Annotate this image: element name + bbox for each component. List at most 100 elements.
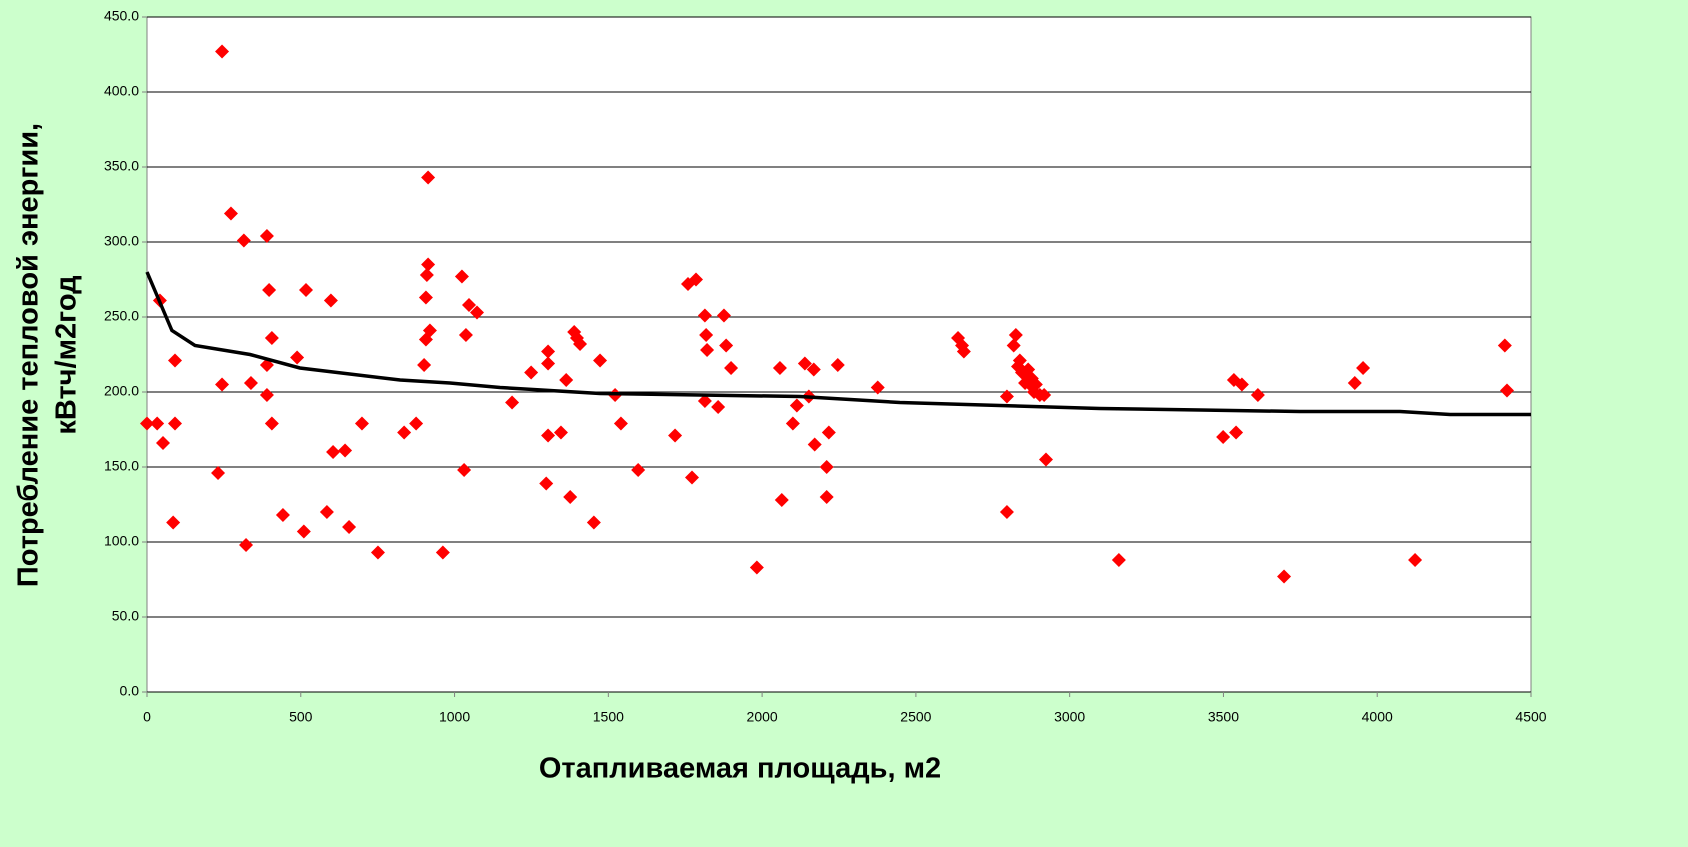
marker bbox=[697, 394, 712, 408]
marker bbox=[1234, 377, 1249, 392]
marker bbox=[418, 290, 433, 305]
marker bbox=[155, 436, 170, 450]
marker bbox=[1356, 361, 1371, 375]
x-tick-label: 3500 bbox=[1208, 709, 1239, 725]
marker bbox=[573, 337, 588, 351]
marker bbox=[505, 395, 520, 410]
y-tick-label: 250.0 bbox=[104, 308, 139, 324]
marker bbox=[299, 283, 314, 297]
marker bbox=[1038, 452, 1053, 467]
x-tick-label: 3000 bbox=[1054, 709, 1085, 725]
marker bbox=[821, 425, 836, 440]
marker bbox=[470, 305, 485, 320]
marker bbox=[613, 416, 628, 431]
marker bbox=[290, 350, 305, 365]
marker bbox=[699, 328, 714, 342]
marker bbox=[211, 466, 226, 480]
marker bbox=[422, 323, 437, 338]
marker bbox=[421, 170, 436, 185]
y-tick-label: 450.0 bbox=[104, 8, 139, 24]
y-tick-label: 350.0 bbox=[104, 158, 139, 174]
y-tick-label: 150.0 bbox=[104, 458, 139, 474]
marker bbox=[1500, 383, 1515, 398]
marker bbox=[719, 338, 734, 353]
y-tick-label: 300.0 bbox=[104, 233, 139, 249]
marker bbox=[774, 493, 789, 507]
marker bbox=[1250, 388, 1265, 402]
marker bbox=[1028, 377, 1043, 392]
marker bbox=[559, 373, 574, 387]
marker bbox=[749, 560, 764, 575]
marker bbox=[1497, 338, 1512, 353]
marker bbox=[275, 508, 290, 522]
y-tick-label: 400.0 bbox=[104, 83, 139, 99]
marker bbox=[1014, 365, 1029, 380]
marker bbox=[716, 308, 731, 323]
marker bbox=[243, 376, 258, 390]
marker bbox=[819, 460, 834, 474]
marker bbox=[140, 416, 154, 431]
marker bbox=[264, 416, 279, 431]
marker bbox=[417, 358, 432, 372]
marker bbox=[631, 463, 646, 477]
marker bbox=[264, 331, 279, 345]
marker bbox=[215, 44, 230, 59]
x-tick-label: 2500 bbox=[900, 709, 931, 725]
marker bbox=[1229, 425, 1244, 440]
marker bbox=[586, 515, 601, 530]
marker bbox=[296, 524, 311, 539]
marker bbox=[541, 428, 556, 443]
marker bbox=[326, 445, 341, 459]
marker bbox=[870, 380, 885, 395]
x-tick-label: 4000 bbox=[1362, 709, 1393, 725]
marker bbox=[239, 538, 254, 552]
marker bbox=[435, 545, 450, 560]
marker bbox=[409, 416, 424, 431]
marker bbox=[999, 505, 1014, 519]
marker bbox=[370, 545, 385, 560]
marker bbox=[724, 361, 739, 375]
marker bbox=[150, 416, 165, 431]
marker bbox=[421, 257, 436, 272]
trend-line bbox=[145, 271, 1531, 417]
marker bbox=[1008, 328, 1023, 342]
marker bbox=[563, 490, 578, 504]
marker bbox=[553, 425, 568, 440]
marker bbox=[789, 398, 804, 413]
marker bbox=[999, 389, 1014, 404]
marker bbox=[167, 353, 182, 368]
marker bbox=[711, 400, 726, 414]
marker bbox=[697, 308, 712, 323]
marker bbox=[259, 388, 274, 402]
marker bbox=[819, 490, 834, 504]
marker bbox=[419, 268, 434, 282]
y-tick-label: 0.0 bbox=[120, 683, 140, 699]
marker bbox=[262, 283, 277, 297]
x-tick-label: 1500 bbox=[593, 709, 624, 725]
marker bbox=[457, 463, 472, 477]
marker bbox=[785, 416, 800, 431]
marker bbox=[956, 344, 971, 359]
marker bbox=[1111, 553, 1126, 567]
marker bbox=[397, 425, 412, 440]
marker bbox=[1037, 388, 1052, 402]
marker bbox=[830, 358, 845, 372]
marker bbox=[593, 353, 608, 368]
marker bbox=[462, 298, 477, 312]
marker bbox=[772, 361, 787, 375]
marker bbox=[1216, 430, 1231, 444]
marker bbox=[688, 272, 703, 287]
marker bbox=[1408, 553, 1423, 567]
y-tick-label: 200.0 bbox=[104, 383, 139, 399]
x-tick-label: 0 bbox=[143, 709, 151, 725]
marker bbox=[454, 269, 469, 284]
x-tick-label: 4500 bbox=[1515, 709, 1546, 725]
marker bbox=[215, 377, 230, 392]
y-axis-title: кВтч/м2год bbox=[51, 275, 83, 434]
marker bbox=[524, 365, 539, 380]
marker bbox=[1012, 353, 1027, 368]
marker bbox=[166, 515, 181, 530]
y-axis-title: Потребление тепловой энергии, bbox=[13, 123, 45, 587]
marker bbox=[807, 437, 822, 452]
